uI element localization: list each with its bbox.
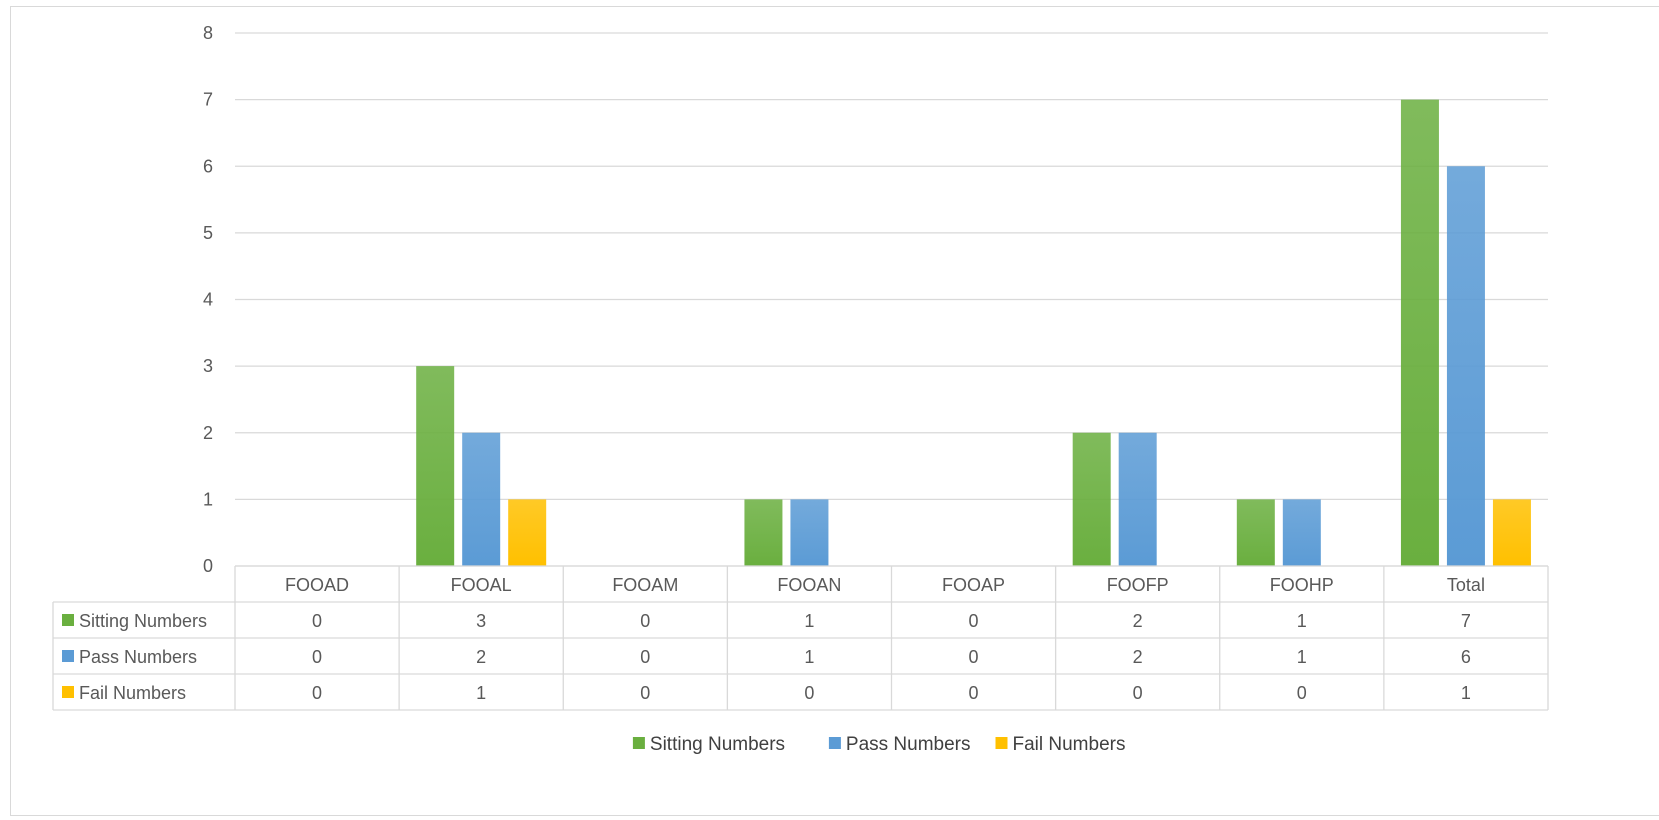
table-cell: 1 bbox=[476, 683, 486, 703]
bar-sitting-numbers-foohp bbox=[1236, 499, 1275, 566]
table-row-label: Sitting Numbers bbox=[79, 611, 207, 631]
y-tick-label: 6 bbox=[203, 156, 213, 176]
table-cell: 0 bbox=[312, 647, 322, 667]
table-cell: 1 bbox=[804, 611, 814, 631]
table-cell: 6 bbox=[1461, 647, 1471, 667]
y-tick-label: 3 bbox=[203, 356, 213, 376]
x-tick-label: FOOAM bbox=[612, 575, 678, 595]
legend-key bbox=[995, 737, 1008, 749]
y-axis-ticks: 0 1 2 3 4 5 6 7 8 bbox=[203, 23, 213, 576]
table-cell: 0 bbox=[640, 647, 650, 667]
y-tick-label: 2 bbox=[203, 423, 213, 443]
legend-label: Pass Numbers bbox=[846, 734, 971, 755]
data-table: FOOAD FOOAL FOOAM FOOAN FOOAP FOOFP FOOHP Total… bbox=[52, 565, 1549, 711]
bar-pass-numbers-foohp bbox=[1282, 499, 1321, 566]
bar-pass-numbers-fooan bbox=[790, 499, 829, 566]
table-cell: 1 bbox=[1297, 647, 1307, 667]
y-tick-label: 0 bbox=[203, 556, 213, 576]
bar-pass-numbers-fooal bbox=[462, 432, 501, 566]
table-cell: 0 bbox=[969, 683, 979, 703]
table-cell: 2 bbox=[476, 647, 486, 667]
bar-fail-numbers-total bbox=[1492, 499, 1531, 566]
table-cell: 0 bbox=[312, 611, 322, 631]
x-tick-label: FOOFP bbox=[1107, 575, 1169, 595]
bar-sitting-numbers-fooan bbox=[744, 499, 783, 566]
table-cell: 2 bbox=[1133, 647, 1143, 667]
x-tick-label: Total bbox=[1447, 575, 1485, 595]
table-cell: 0 bbox=[969, 647, 979, 667]
x-tick-label: FOOHP bbox=[1270, 575, 1334, 595]
table-cell: 0 bbox=[804, 683, 814, 703]
x-tick-label: FOOAP bbox=[942, 575, 1005, 595]
x-tick-label: FOOAN bbox=[777, 575, 841, 595]
y-tick-label: 5 bbox=[203, 223, 213, 243]
table-cell: 0 bbox=[1297, 683, 1307, 703]
legend: Sitting Numbers Pass Numbers Fail Numbers bbox=[632, 734, 1126, 755]
table-row-label: Fail Numbers bbox=[79, 683, 186, 703]
legend-label: Fail Numbers bbox=[1013, 734, 1126, 755]
legend-key bbox=[828, 737, 841, 749]
bar-pass-numbers-foofp bbox=[1118, 432, 1157, 566]
y-tick-label: 1 bbox=[203, 489, 213, 509]
table-legend-key bbox=[62, 686, 74, 698]
table-cell: 3 bbox=[476, 611, 486, 631]
x-tick-label: FOOAL bbox=[451, 575, 512, 595]
y-tick-label: 4 bbox=[203, 290, 213, 310]
legend-label: Sitting Numbers bbox=[650, 734, 785, 755]
table-cell: 0 bbox=[640, 611, 650, 631]
table-cell: 0 bbox=[1133, 683, 1143, 703]
table-legend-key bbox=[62, 614, 74, 626]
legend-key bbox=[632, 737, 645, 749]
table-cell: 1 bbox=[1461, 683, 1471, 703]
x-tick-label: FOOAD bbox=[285, 575, 349, 595]
table-legend-key bbox=[62, 650, 74, 662]
table-cell: 0 bbox=[312, 683, 322, 703]
table-cell: 1 bbox=[804, 647, 814, 667]
bar-sitting-numbers-foofp bbox=[1072, 432, 1111, 566]
table-cell: 2 bbox=[1133, 611, 1143, 631]
table-row-label: Pass Numbers bbox=[79, 647, 197, 667]
table-cell: 0 bbox=[640, 683, 650, 703]
y-tick-label: 7 bbox=[203, 90, 213, 110]
bars bbox=[416, 99, 1531, 566]
bar-pass-numbers-total bbox=[1446, 166, 1485, 566]
table-cell: 7 bbox=[1461, 611, 1471, 631]
bar-sitting-numbers-total bbox=[1400, 99, 1439, 566]
bar-sitting-numbers-fooal bbox=[416, 366, 455, 566]
y-tick-label: 8 bbox=[203, 23, 213, 43]
table-cell: 1 bbox=[1297, 611, 1307, 631]
bar-fail-numbers-fooal bbox=[508, 499, 547, 566]
table-cell: 0 bbox=[969, 611, 979, 631]
